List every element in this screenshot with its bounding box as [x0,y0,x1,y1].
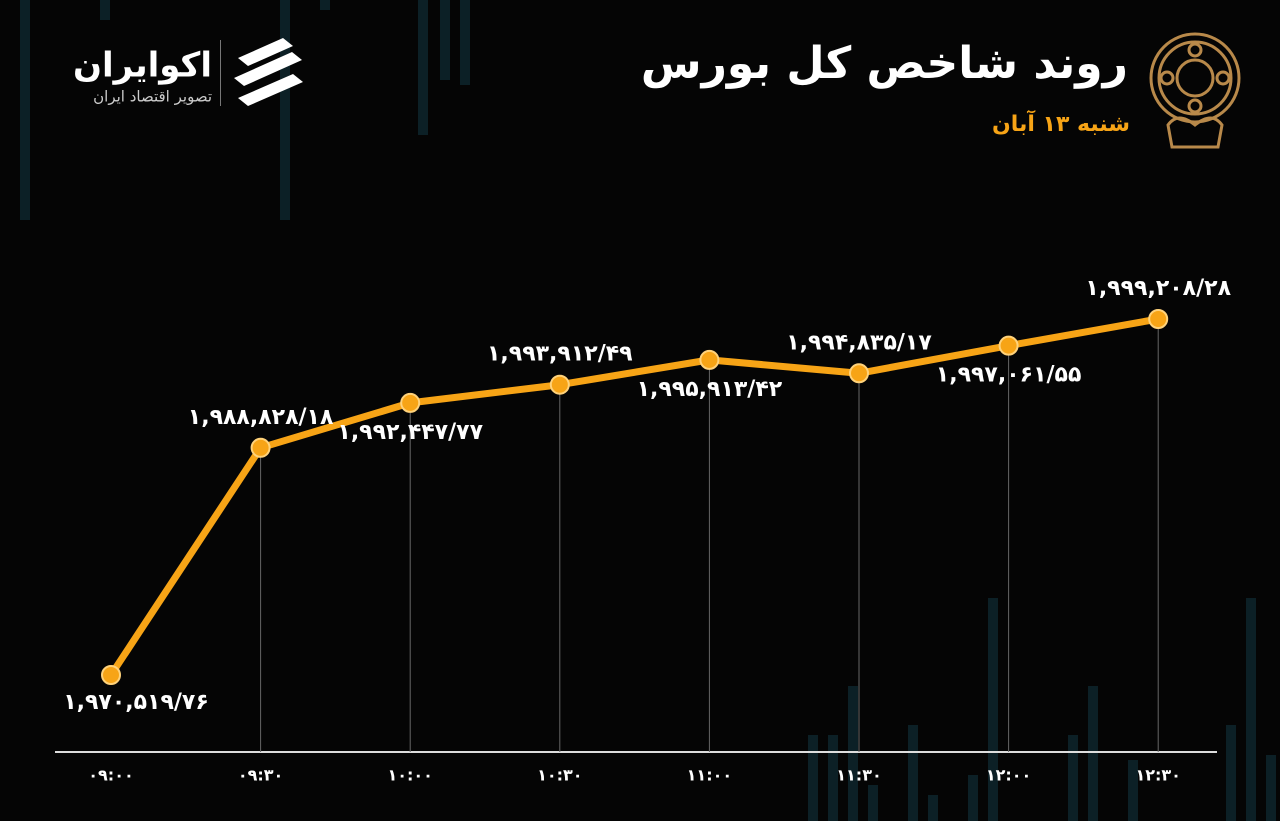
chart-subtitle: شنبه ۱۳ آبان [992,109,1130,137]
data-point [1148,309,1169,329]
brand-name: اکوایران [73,46,212,86]
x-tick-label: ۱۰:۰۰ [387,766,432,785]
x-tick-label: ۱۱:۳۰ [836,766,881,785]
value-label: ۱,۹۸۸,۸۲۸/۱۸ [188,405,334,430]
data-point [699,349,720,370]
chart-title: روند شاخص کل بورس [641,38,1128,89]
x-tick-label: ۰۹:۰۰ [88,766,133,785]
data-point [998,335,1019,356]
x-tick-label: ۱۲:۳۰ [1135,766,1180,785]
value-label: ۱,۹۷۰,۵۱۹/۷۶ [63,690,209,715]
value-label: ۱,۹۹۵,۹۱۳/۴۲ [637,377,783,402]
brand-logo [220,38,303,106]
data-point [549,374,570,395]
data-point [101,665,121,685]
x-tick-label: ۱۲:۰۰ [986,766,1031,785]
brand-tagline: تصویر اقتصاد ایران [93,88,212,106]
data-point [400,392,421,413]
data-point [250,437,271,458]
value-label: ۱,۹۹۳,۹۱۲/۴۹ [487,342,633,367]
data-point [849,363,869,384]
index-line [108,315,1159,677]
bourse-logo [1149,32,1241,149]
value-label: ۱,۹۹۹,۲۰۸/۲۸ [1085,276,1231,301]
value-label: ۱,۹۹۲,۴۴۷/۷۷ [337,420,483,445]
value-label: ۱,۹۹۴,۸۳۵/۱۷ [786,330,932,355]
background-bars [20,0,1276,821]
x-tick-label: ۰۹:۳۰ [238,766,283,785]
value-label: ۱,۹۹۷,۰۶۱/۵۵ [936,363,1082,388]
x-tick-label: ۱۱:۰۰ [687,766,732,785]
x-tick-label: ۱۰:۳۰ [537,766,582,785]
